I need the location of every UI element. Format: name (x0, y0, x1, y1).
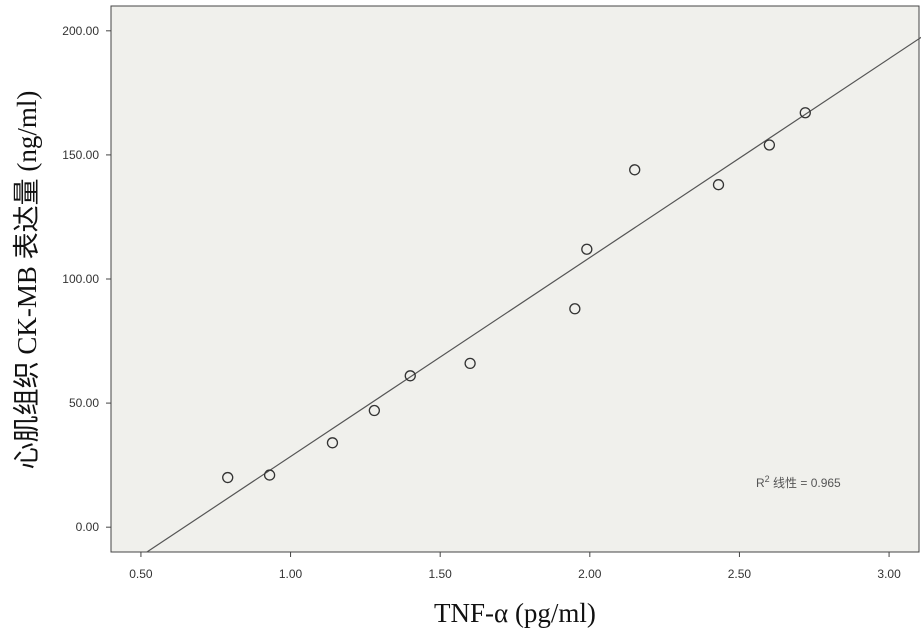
y-tick-label: 200.00 (62, 24, 99, 38)
data-point (581, 243, 593, 255)
x-axis-ticks: 0.50 1.00 1.50 2.00 2.50 3.00 (129, 552, 901, 581)
x-tick-label: 0.50 (129, 567, 153, 581)
y-tick-label: 0.00 (76, 520, 100, 534)
x-axis-title: TNF-α (pg/ml) (434, 598, 596, 628)
data-point (404, 370, 416, 382)
x-tick-label: 3.00 (877, 567, 901, 581)
annotation-superscript: 2 (765, 474, 770, 484)
data-point (763, 139, 776, 151)
y-tick-label: 50.00 (69, 396, 99, 410)
regression-line (146, 36, 921, 553)
y-axis-title: 心肌组织 CK-MB 表达量 (ng/ml) (12, 91, 42, 470)
data-point (368, 404, 380, 417)
y-axis-ticks: 0.00 50.00 100.00 150.00 200.00 (62, 24, 111, 534)
annotation-rest: 线性 = 0.965 (770, 476, 841, 490)
annotation-r: R (756, 476, 765, 490)
data-points (222, 107, 811, 484)
annotation-text: R2 线性 = 0.965 (756, 474, 841, 490)
x-tick-label: 1.00 (279, 567, 303, 581)
x-tick-label: 2.50 (728, 567, 752, 581)
data-point (569, 303, 581, 315)
fit-line-group (146, 36, 921, 553)
y-tick-label: 100.00 (62, 272, 99, 286)
data-point (629, 164, 641, 176)
data-point (712, 179, 725, 191)
y-tick-label: 150.00 (62, 148, 99, 162)
data-point (222, 471, 234, 484)
plot-background (110, 5, 920, 553)
data-point (326, 437, 339, 449)
x-tick-label: 1.50 (429, 567, 453, 581)
data-point (799, 107, 811, 119)
data-point (263, 469, 276, 481)
x-tick-label: 2.00 (578, 567, 602, 581)
data-point (464, 357, 476, 370)
